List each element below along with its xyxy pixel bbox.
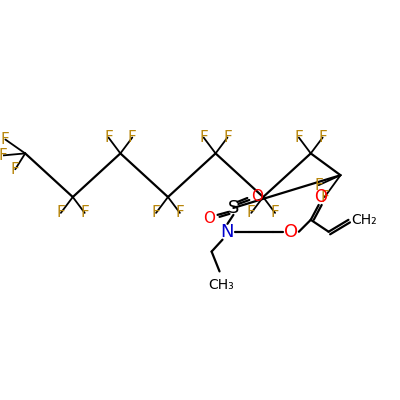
Text: F: F [320,190,329,204]
Text: F: F [1,132,10,147]
Text: O: O [204,211,216,226]
Text: S: S [228,199,239,217]
Text: F: F [128,130,137,145]
Text: F: F [314,178,323,193]
Text: CH₃: CH₃ [209,278,234,292]
Text: F: F [11,162,20,177]
Text: O: O [314,188,327,206]
Text: F: F [294,130,303,145]
Text: O: O [251,188,263,204]
Text: O: O [284,223,298,241]
Text: F: F [80,205,89,220]
Text: F: F [199,130,208,145]
Text: F: F [223,130,232,145]
Text: F: F [0,148,8,163]
Text: F: F [318,130,327,145]
Text: F: F [104,130,113,145]
Text: CH₂: CH₂ [352,213,377,227]
Text: F: F [56,205,65,220]
Text: F: F [176,205,184,220]
Text: F: F [247,205,256,220]
Text: N: N [221,223,234,241]
Text: F: F [152,205,160,220]
Text: F: F [271,205,280,220]
